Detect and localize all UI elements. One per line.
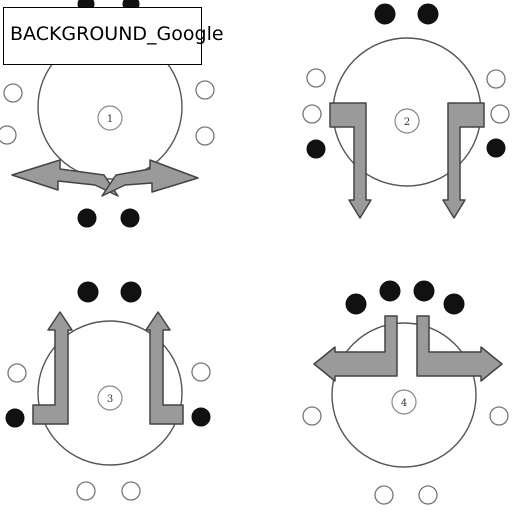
panel-4-number: 4 (401, 398, 407, 409)
panel-2-left-open-upper (306, 68, 326, 88)
panel-3-bottom-open-left (76, 481, 96, 501)
panel-4-bottom-open-left (374, 485, 394, 505)
panel-4: 4 (302, 280, 509, 505)
panel-4-top-dot-inner-left (379, 280, 401, 302)
panel-2-left-dot (306, 139, 326, 159)
panel-2-top-dot-right (417, 3, 439, 25)
panel-4-top-dot-outer-right (443, 293, 465, 315)
panel-4-top-dot-inner-right (413, 280, 435, 302)
panel-4-arrow-right (416, 315, 503, 382)
panel-1-left-open-upper (3, 83, 23, 103)
panel-3-bottom-open-right (121, 481, 141, 501)
panel-3: 3 (5, 281, 211, 501)
panel-3-number: 3 (107, 394, 113, 405)
panel-1-arrow-left (11, 159, 119, 197)
panel-3-left-dot (5, 408, 25, 428)
panel-2-number: 2 (404, 117, 410, 128)
panel-4-right-open (489, 406, 509, 426)
panel-1-left-open-lower (0, 125, 17, 145)
panel-1-number: 1 (107, 114, 113, 125)
panel-1-arrow-right (101, 159, 199, 197)
panel-1-bottom-dot-right (120, 208, 140, 228)
panel-4-arrow-left (313, 315, 398, 382)
panel-3-arrow-left (32, 311, 73, 425)
panel-2-arrow-right (442, 102, 485, 219)
panel-4-left-open (302, 406, 322, 426)
panel-3-number-ring (97, 385, 123, 411)
panel-4-number-ring (391, 389, 417, 415)
panel-1-right-open-upper (195, 80, 215, 100)
panel-1-right-open-lower (195, 126, 215, 146)
panel-4-bottom-open-right (418, 485, 438, 505)
panel-2-right-open-upper (486, 69, 506, 89)
panel-2-top-dot-left (374, 3, 396, 25)
panel-3-left-open (7, 363, 27, 383)
panel-2-number-ring (394, 108, 420, 134)
panel-1: 1 (0, 0, 215, 228)
panel-4-top-dot-outer-left (345, 293, 367, 315)
panel-4-circle (331, 322, 477, 468)
panel-3-top-dot-right (120, 281, 142, 303)
panel-2-left-open-lower (302, 104, 322, 124)
panel-2-arrow-left (329, 102, 372, 219)
panel-3-circle (37, 320, 183, 466)
background-label: BACKGROUND_Google (3, 7, 224, 65)
panel-2-right-dot (486, 138, 506, 158)
panel-2: 2 (302, 3, 510, 219)
panel-3-right-dot (191, 407, 211, 427)
panel-1-bottom-dot-left (77, 208, 97, 228)
panel-2-right-open-lower (490, 104, 510, 124)
panel-1-number-ring (97, 105, 123, 131)
panel-3-right-open (191, 362, 211, 382)
panel-3-top-dot-left (77, 281, 99, 303)
panel-3-arrow-right (145, 311, 184, 425)
